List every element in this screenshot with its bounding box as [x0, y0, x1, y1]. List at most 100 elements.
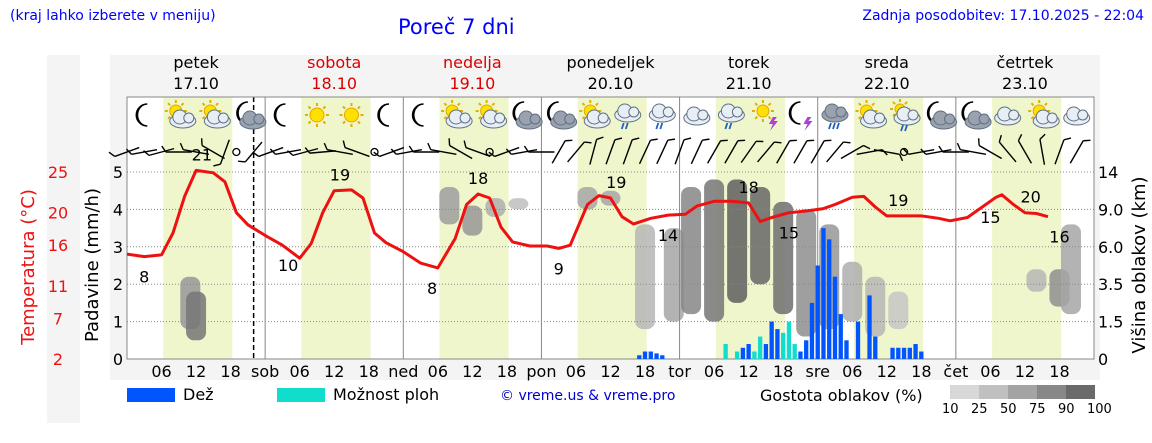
wind-feather [806, 139, 815, 142]
sun-ray [443, 102, 448, 107]
sun-ray [892, 113, 896, 117]
cloud-density-step-label: 90 [1058, 402, 1075, 417]
wind-barb [977, 138, 1003, 160]
sun-cloud-icon [199, 100, 231, 129]
cloud-density-step-label: 50 [1000, 402, 1017, 417]
cloud-part [835, 106, 847, 118]
cloud-height-tick: 14 [1098, 163, 1118, 182]
day-name: sobota [307, 53, 361, 72]
sun-ray [307, 120, 312, 125]
wind-feather [650, 138, 658, 141]
cloud-density-cell [1008, 385, 1037, 399]
wind-shaft [114, 146, 140, 158]
sun-ray [491, 102, 496, 107]
wind-barb [776, 139, 797, 164]
x-tick-label: čet [943, 362, 968, 381]
rain-bar [815, 265, 820, 359]
wind-barb [488, 146, 520, 158]
wind-feather [1063, 137, 1072, 141]
wind-shaft [707, 140, 722, 164]
rain-bar [919, 351, 924, 359]
temperature-value-label: 8 [427, 279, 437, 298]
daylight-band [301, 97, 371, 359]
cloud-part [1008, 109, 1020, 121]
rain-bar [804, 340, 809, 359]
temperature-tick: 2 [53, 350, 63, 369]
wind-shaft [396, 149, 422, 155]
temperature-value-label: 15 [980, 208, 1000, 227]
x-tick-label: 12 [324, 362, 344, 381]
temperature-tick: 11 [48, 277, 68, 296]
sun-ray [478, 102, 482, 107]
wind-feather [956, 142, 961, 151]
temperature-line [126, 168, 1049, 270]
wind-feather [702, 138, 710, 141]
wind-barb [589, 136, 604, 165]
region-hint[interactable]: (kraj lahko izberete v meniju) [10, 8, 216, 24]
rain-bar [913, 344, 918, 359]
wind-feather [683, 137, 692, 141]
sun-cloud-icon [164, 100, 197, 129]
wind-feather [252, 151, 260, 158]
wind-shaft [656, 139, 669, 165]
rain-bar [763, 344, 769, 359]
wind-feather [843, 141, 851, 144]
shower-bar [757, 336, 763, 359]
wind-shaft [622, 139, 633, 165]
sun-ray [754, 115, 758, 120]
sun-cloud-icon [441, 100, 473, 129]
sun-ray [443, 115, 448, 120]
x-tick-label: 12 [877, 362, 897, 381]
x-tick-label: 12 [462, 362, 482, 381]
thunder-sun-icon [751, 100, 778, 131]
wind-shaft [379, 146, 405, 158]
wind-feather [179, 142, 184, 151]
wind-barb [740, 140, 764, 164]
cloud-patch [681, 186, 702, 315]
sun-disc [343, 107, 359, 123]
cloud-height-axis-title: Višina oblakov (km) [1129, 176, 1150, 353]
rain-bar [642, 351, 648, 359]
wind-shaft [960, 149, 987, 155]
wind-shaft [724, 140, 739, 164]
rain-bar [637, 355, 642, 359]
cloud-patch [508, 198, 529, 210]
day-date: 17.10 [173, 74, 219, 93]
wind-feather [903, 148, 910, 155]
day-date: 19.10 [449, 74, 495, 93]
heavy-rain-cloud-icon [821, 103, 849, 130]
wind-shaft [1017, 140, 1033, 164]
wind-feather [565, 139, 573, 142]
cloud-part [907, 109, 919, 121]
rain-drop [655, 122, 660, 130]
rain-drop [624, 122, 629, 130]
cloud-patch [462, 205, 483, 236]
rain-drop [832, 122, 836, 130]
wind-feather [1017, 133, 1023, 142]
wind-barb [690, 138, 710, 165]
wind-feather [938, 145, 944, 153]
temperature-tick: 25 [48, 163, 68, 182]
wind-barb [161, 145, 192, 153]
credit-link[interactable]: © vreme.us & vreme.pro [500, 388, 676, 404]
day-date: 20.10 [588, 74, 634, 93]
temperature-value-label: 10 [278, 256, 298, 275]
sun-cloud-icon [475, 100, 508, 129]
rain-bar [901, 347, 907, 359]
wind-barb [707, 139, 728, 164]
wind-barb [674, 137, 692, 165]
wind-feather [427, 142, 432, 151]
wind-barb [920, 148, 952, 155]
rain-bar [844, 340, 849, 359]
sun-disc [309, 107, 325, 123]
wind-barb [448, 138, 473, 160]
temperature-value-label: 16 [1049, 228, 1069, 247]
x-tick-label: 18 [1049, 362, 1069, 381]
temperature-value-label: 8 [139, 268, 149, 287]
rain-bar [827, 239, 832, 359]
moon-shape [788, 101, 801, 125]
cloud-part [1046, 112, 1058, 124]
wind-barb [213, 139, 230, 167]
sun-ray [307, 105, 312, 110]
x-tick-label: 06 [704, 362, 724, 381]
